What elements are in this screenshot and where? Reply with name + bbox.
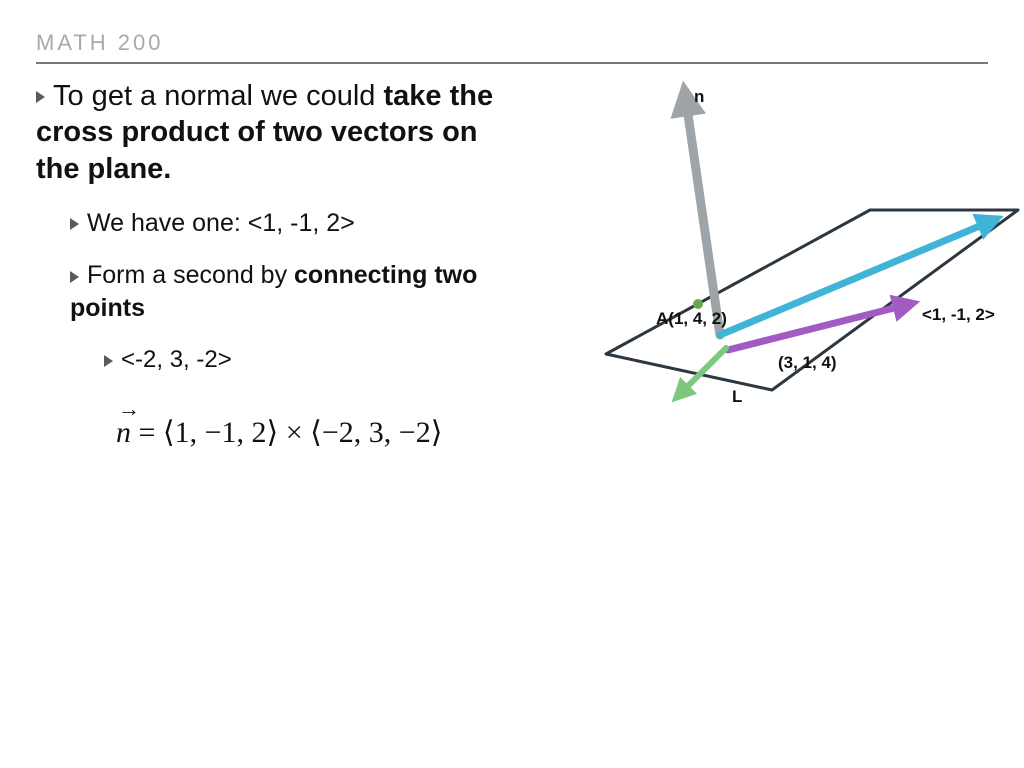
bullet-sub1: We have one: <1, -1, 2>: [70, 207, 516, 240]
bullet-sub3: <-2, 3, -2>: [104, 344, 516, 375]
bullet-main-prefix: To get a normal we could: [53, 80, 383, 112]
chevron-right-icon: [70, 218, 79, 230]
bullet-sub3-text: <-2, 3, -2>: [121, 346, 232, 373]
svg-text:L: L: [732, 387, 742, 406]
svg-text:n: n: [694, 87, 704, 106]
chevron-right-icon: [70, 271, 79, 283]
svg-text:<1, -1, 2>: <1, -1, 2>: [922, 305, 995, 324]
bullet-main: To get a normal we could take the cross …: [36, 78, 516, 187]
svg-text:A(1, 4, 2): A(1, 4, 2): [656, 309, 727, 328]
text-column: To get a normal we could take the cross …: [36, 78, 516, 450]
bullet-sub2-prefix: Form a second by: [87, 261, 294, 289]
chevron-right-icon: [104, 355, 113, 367]
plane-diagram: n <1, -1, 2> L A(1, 4, 2) (3, 1, 4): [520, 80, 1020, 440]
chevron-right-icon: [36, 91, 45, 103]
equation-v1: ⟨1, −1, 2⟩: [163, 416, 278, 449]
bullet-sub2: Form a second by connecting two points: [70, 259, 516, 324]
course-title: MATH 200: [36, 30, 988, 56]
svg-text:(3, 1, 4): (3, 1, 4): [778, 353, 837, 372]
equation-lhs: n: [116, 416, 131, 450]
equation-times: ×: [278, 416, 310, 449]
equation-v2: ⟨−2, 3, −2⟩: [310, 416, 442, 449]
equation: n = ⟨1, −1, 2⟩ × ⟨−2, 3, −2⟩: [116, 415, 516, 450]
bullet-sub1-text: We have one: <1, -1, 2>: [87, 209, 355, 237]
header-rule: [36, 62, 988, 64]
